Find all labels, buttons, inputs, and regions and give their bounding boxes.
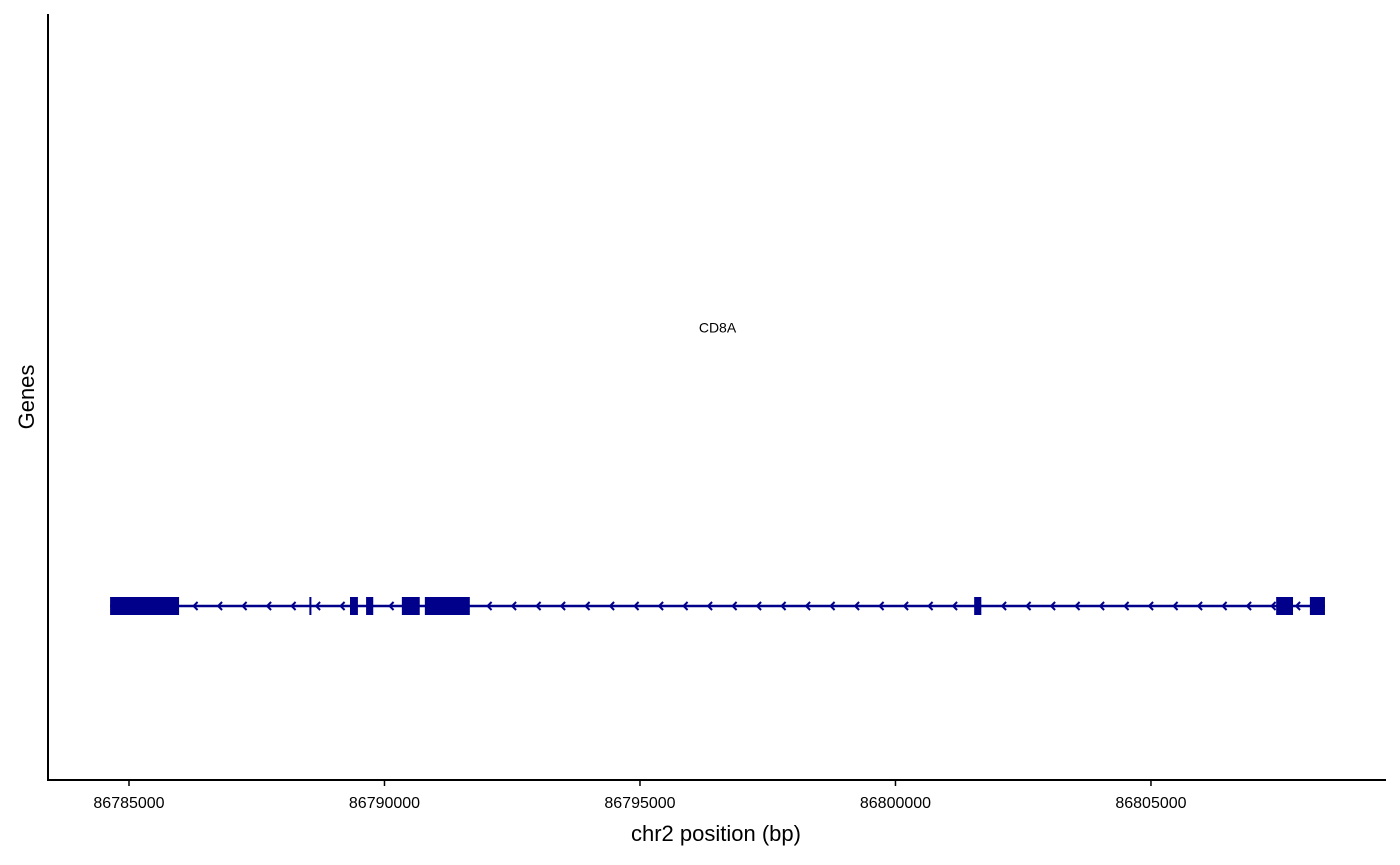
strand-arrow bbox=[1025, 601, 1032, 611]
strand-arrow bbox=[339, 601, 346, 611]
strand-arrow bbox=[657, 601, 664, 611]
x-tick-label: 86805000 bbox=[1115, 795, 1186, 812]
x-tick-label: 86800000 bbox=[860, 795, 931, 812]
strand-arrow bbox=[1098, 601, 1105, 611]
x-tick-label: 86790000 bbox=[349, 795, 420, 812]
x-axis-title: chr2 position (bp) bbox=[631, 821, 801, 846]
gene-label: CD8A bbox=[699, 320, 737, 336]
strand-arrow bbox=[1245, 601, 1252, 611]
strand-arrow bbox=[706, 601, 713, 611]
x-tick-label: 86785000 bbox=[93, 795, 164, 812]
exon bbox=[424, 597, 470, 615]
strand-arrow bbox=[1147, 601, 1154, 611]
strand-arrow bbox=[633, 601, 640, 611]
strand-arrow bbox=[755, 601, 762, 611]
strand-arrow bbox=[510, 601, 517, 611]
strand-arrow bbox=[682, 601, 689, 611]
strand-arrow bbox=[388, 601, 395, 611]
strand-arrow bbox=[1172, 601, 1179, 611]
strand-arrow bbox=[192, 601, 199, 611]
strand-arrow bbox=[608, 601, 615, 611]
exon bbox=[1309, 597, 1325, 615]
y-axis-title: Genes bbox=[14, 365, 39, 430]
strand-arrow bbox=[535, 601, 542, 611]
exon bbox=[1276, 597, 1294, 615]
exon bbox=[309, 597, 312, 615]
exon bbox=[349, 597, 358, 615]
exon bbox=[974, 597, 982, 615]
strand-arrow bbox=[951, 601, 958, 611]
strand-arrow bbox=[241, 601, 248, 611]
strand-arrow bbox=[559, 601, 566, 611]
strand-arrow bbox=[216, 601, 223, 611]
strand-arrow bbox=[1123, 601, 1130, 611]
strand-arrow bbox=[927, 601, 934, 611]
strand-arrow bbox=[314, 601, 321, 611]
exon bbox=[110, 597, 180, 615]
x-tick-label: 86795000 bbox=[604, 795, 675, 812]
strand-arrow bbox=[1221, 601, 1228, 611]
strand-arrow bbox=[486, 601, 493, 611]
strand-arrow bbox=[1074, 601, 1081, 611]
strand-arrow bbox=[853, 601, 860, 611]
exon bbox=[366, 597, 374, 615]
strand-arrow bbox=[1294, 601, 1301, 611]
strand-arrow bbox=[1196, 601, 1203, 611]
strand-arrow bbox=[902, 601, 909, 611]
strand-arrow bbox=[780, 601, 787, 611]
strand-arrow bbox=[731, 601, 738, 611]
strand-arrow bbox=[878, 601, 885, 611]
strand-arrow bbox=[265, 601, 272, 611]
strand-arrow bbox=[804, 601, 811, 611]
strand-arrow bbox=[290, 601, 297, 611]
strand-arrow bbox=[584, 601, 591, 611]
exon bbox=[401, 597, 420, 615]
strand-arrow bbox=[829, 601, 836, 611]
strand-arrow bbox=[1270, 601, 1277, 611]
strand-arrow bbox=[1000, 601, 1007, 611]
strand-arrow bbox=[1049, 601, 1056, 611]
